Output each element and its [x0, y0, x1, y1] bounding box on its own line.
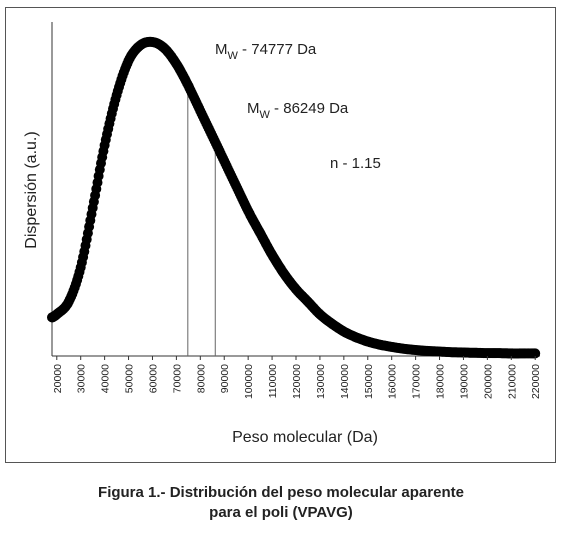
x-tick-label: 40000: [100, 364, 112, 393]
annotation-text: n - 1.15: [330, 155, 381, 172]
x-tick-label: 90000: [219, 364, 231, 393]
x-tick-label: 20000: [52, 364, 64, 393]
x-tick-label: 80000: [195, 364, 207, 393]
x-tick-label: 180000: [435, 364, 447, 399]
data-point: [530, 348, 541, 359]
annotations: MW - 74777 Da MW - 86249 Da n - 1.15: [215, 41, 381, 172]
x-tick-label: 110000: [267, 364, 279, 398]
figure-frame: [5, 7, 556, 463]
x-tick-label: 200000: [482, 364, 494, 399]
x-tick-label: 190000: [458, 364, 470, 399]
x-tick-label: 70000: [171, 364, 183, 393]
figure-caption: Figura 1.- Distribución del peso molecul…: [0, 483, 562, 523]
x-tick-labels: 20000 30000 40000 50000 60000 70000 80000 90000…: [52, 356, 542, 399]
chart: 20000 30000 40000 50000 60000 70000 80000 90000…: [23, 22, 542, 446]
x-tick-label: 170000: [411, 364, 423, 399]
reference-lines: [187, 84, 216, 356]
series-points: [47, 36, 541, 359]
annotation-text: MW - 74777 Da: [215, 41, 317, 62]
x-tick-label: 160000: [387, 364, 399, 399]
annotation-text: MW - 86249 Da: [247, 100, 349, 121]
caption-line-2: para el poli (VPAVG): [209, 504, 353, 521]
x-tick-label: 130000: [315, 364, 327, 399]
x-tick-label: 50000: [124, 364, 136, 393]
x-tick-label: 210000: [506, 364, 518, 399]
x-tick-label: 140000: [339, 364, 351, 399]
y-axis-label: Dispersión (a.u.): [23, 131, 40, 248]
x-axis-label: Peso molecular (Da): [232, 429, 378, 446]
x-tick-label: 120000: [291, 364, 303, 399]
x-tick-label: 60000: [147, 364, 159, 393]
x-tick-label: 30000: [76, 364, 88, 393]
x-tick-label: 220000: [530, 364, 542, 399]
x-tick-label: 150000: [363, 364, 375, 399]
caption-line-1: Figura 1.- Distribución del peso molecul…: [98, 484, 464, 501]
x-tick-label: 100000: [243, 364, 255, 399]
